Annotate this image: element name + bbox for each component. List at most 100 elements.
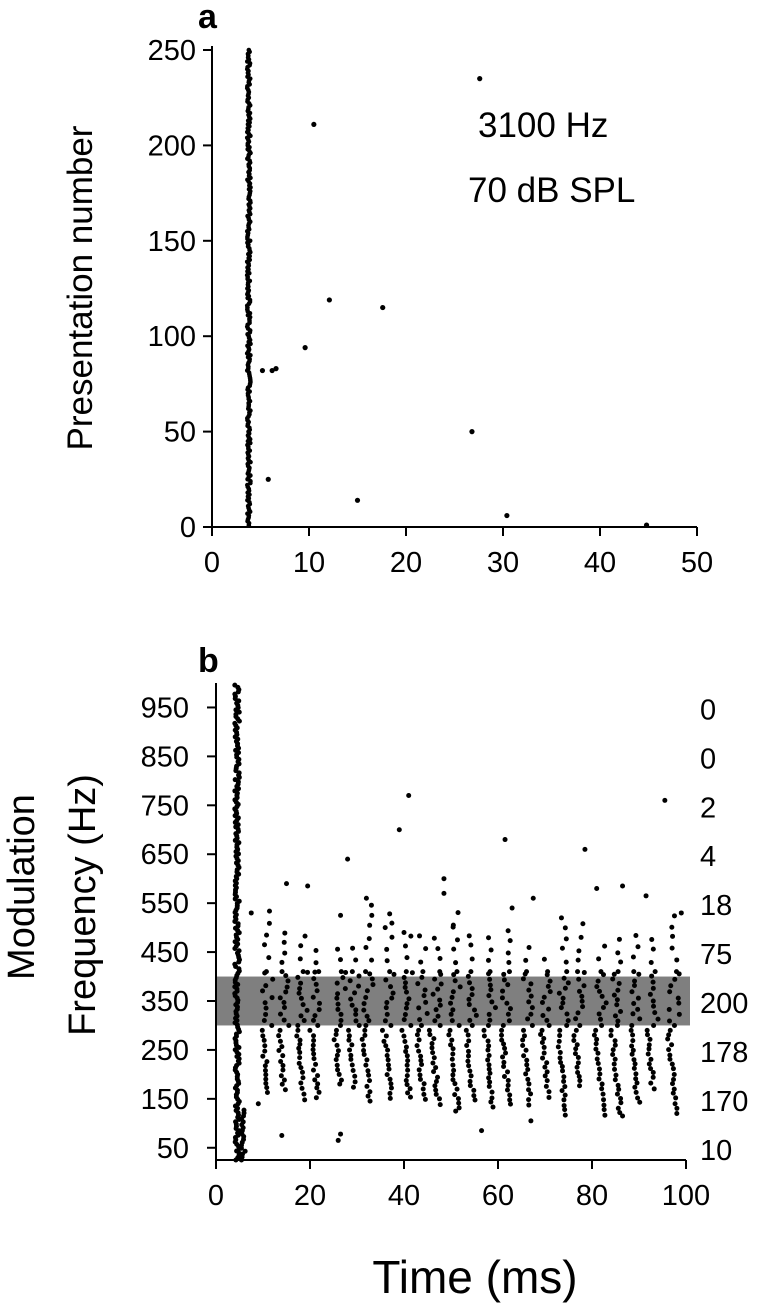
- spike-point: [438, 981, 444, 987]
- spike-point: [421, 1081, 427, 1087]
- spike-point: [331, 1037, 337, 1043]
- spike-point: [671, 1086, 677, 1092]
- y-tick-label: 950: [141, 692, 189, 724]
- spike-point: [384, 958, 390, 964]
- spike-point: [417, 1072, 423, 1078]
- spike-point: [488, 947, 494, 953]
- x-tick-label: 40: [584, 547, 616, 579]
- spike-point: [562, 985, 568, 991]
- spike-point: [448, 1011, 454, 1017]
- spike-point: [489, 999, 495, 1005]
- spike-point: [556, 1038, 562, 1044]
- spike-point: [299, 1069, 305, 1075]
- spike-point: [263, 1011, 269, 1017]
- spike-point: [433, 1087, 439, 1093]
- spike-point: [486, 971, 492, 977]
- spike-point: [430, 991, 436, 997]
- y-tick-label: 50: [164, 417, 196, 449]
- spike-point: [600, 1091, 606, 1097]
- x-tick-label: 40: [388, 1180, 420, 1212]
- spike-point: [669, 1061, 675, 1067]
- spike-point: [563, 936, 569, 942]
- spike-point: [383, 977, 389, 983]
- spike-point: [505, 950, 511, 956]
- spike-point: [314, 1085, 320, 1091]
- spike-point: [446, 1032, 452, 1038]
- spike-point: [298, 995, 304, 1001]
- spike-point: [471, 1087, 477, 1093]
- spike-point: [541, 956, 547, 962]
- spike-point: [380, 304, 386, 311]
- spike-point: [280, 1063, 286, 1069]
- spike-point: [350, 945, 356, 951]
- spike-point: [350, 1084, 356, 1090]
- spike-point: [628, 1027, 634, 1033]
- spike-point: [580, 921, 586, 927]
- spike-point: [450, 1077, 456, 1083]
- spike-point: [467, 1078, 473, 1084]
- spike-point: [520, 1037, 526, 1043]
- spike-point: [616, 981, 622, 987]
- spike-point: [485, 1047, 491, 1053]
- spike-point: [363, 1022, 369, 1028]
- spike-point: [575, 969, 581, 975]
- spike-point: [564, 1022, 570, 1028]
- spike-point: [313, 1061, 319, 1067]
- spike-point: [280, 1067, 286, 1073]
- spike-point: [259, 367, 266, 374]
- spike-point: [561, 1074, 567, 1080]
- spike-point: [545, 983, 551, 989]
- spike-point: [610, 1047, 616, 1053]
- spike-point: [391, 971, 397, 977]
- spike-point: [430, 1060, 436, 1066]
- spike-point: [361, 1007, 367, 1013]
- spike-point: [596, 1011, 602, 1017]
- spike-point: [505, 1077, 511, 1083]
- spike-point: [600, 972, 606, 978]
- x-tick-label: 0: [208, 1180, 224, 1212]
- spike-point: [335, 1067, 341, 1073]
- spike-point: [457, 984, 463, 990]
- y-tick-label: 350: [141, 986, 189, 1018]
- spike-count-label: 10: [700, 1135, 732, 1167]
- spike-point: [559, 945, 565, 951]
- spike-point: [296, 1060, 302, 1066]
- spike-point: [541, 994, 547, 1000]
- spike-point: [526, 1102, 532, 1108]
- spike-point: [667, 989, 673, 995]
- spike-point: [381, 1038, 387, 1044]
- spike-point: [361, 1001, 367, 1007]
- spike-point: [633, 933, 639, 939]
- spike-point: [573, 1027, 579, 1033]
- spike-point: [596, 988, 602, 994]
- spike-point: [601, 1102, 607, 1108]
- spike-point: [561, 1078, 567, 1084]
- y-tick-label: 0: [180, 512, 196, 544]
- spike-point: [356, 983, 362, 989]
- spike-point: [437, 956, 443, 962]
- spike-point: [405, 1090, 411, 1096]
- spike-count-column: 0 0 2 4 18 75 200 178 170 10: [700, 694, 748, 1166]
- spike-point: [600, 1005, 606, 1011]
- spike-point: [286, 1022, 292, 1028]
- spike-point: [579, 993, 585, 999]
- spike-point: [335, 991, 341, 997]
- spike-point: [437, 997, 443, 1003]
- spike-point: [525, 1016, 531, 1022]
- spike-point: [630, 1038, 636, 1044]
- spike-point: [503, 1050, 509, 1056]
- spike-point: [232, 777, 238, 783]
- spike-point: [544, 1060, 550, 1066]
- spike-point: [441, 876, 447, 882]
- spike-point: [506, 1018, 512, 1024]
- spike-point: [526, 1081, 532, 1087]
- spike-point: [596, 1066, 602, 1072]
- spike-point: [630, 1047, 636, 1053]
- spike-point: [388, 1022, 394, 1028]
- spike-point: [467, 1083, 473, 1089]
- spike-point: [563, 959, 569, 965]
- spike-point: [644, 1032, 650, 1038]
- spike-point: [264, 1059, 270, 1065]
- spike-point: [580, 1004, 586, 1010]
- spike-point: [560, 1068, 566, 1074]
